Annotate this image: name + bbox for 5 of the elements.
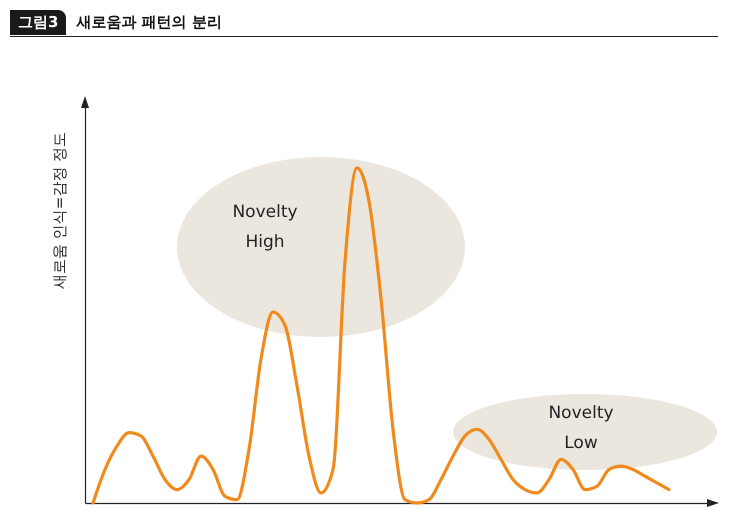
annotation: Novelty High xyxy=(232,202,298,252)
chart-title: 새로움과 패턴의 분리 xyxy=(76,12,222,32)
y-axis-title: 새로움 인식=감정 정도 xyxy=(50,132,68,290)
caption: 그림3 xyxy=(10,10,66,34)
annotation: Novelty Low xyxy=(548,403,614,453)
